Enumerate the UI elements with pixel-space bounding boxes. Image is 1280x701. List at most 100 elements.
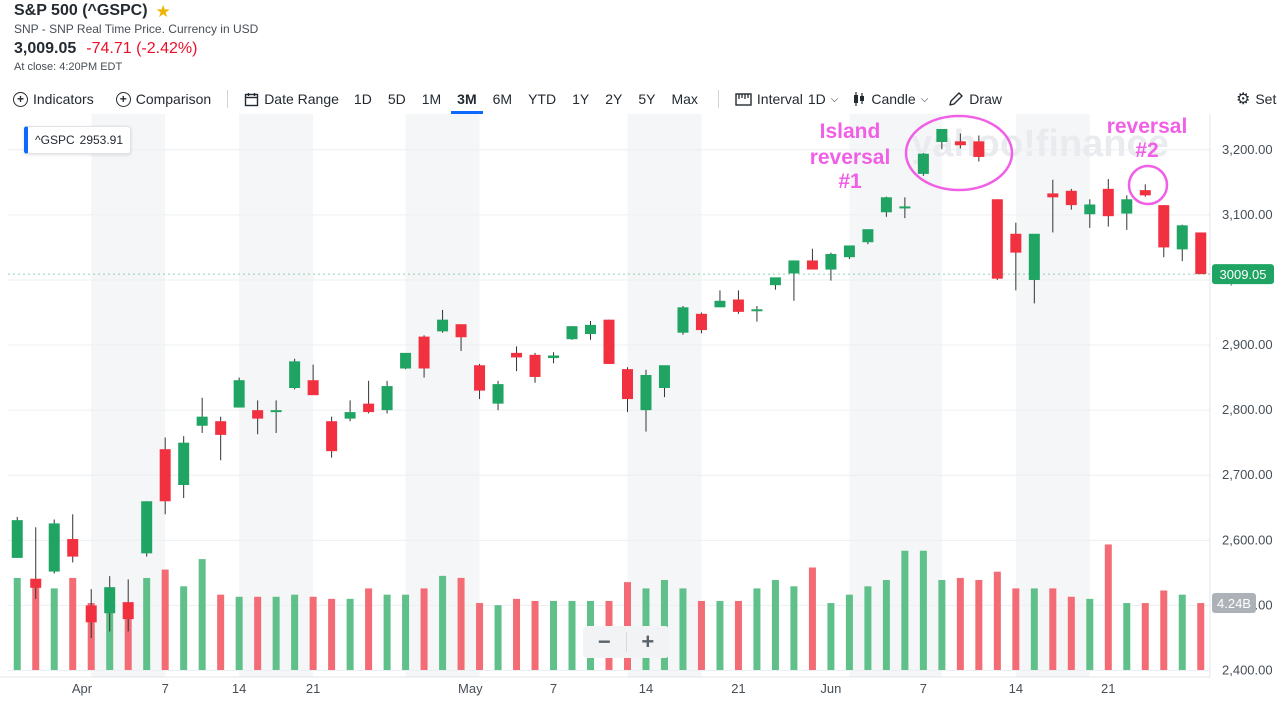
- chart-area[interactable]: yahoo!finance 2,400.002,500.002,600.002,…: [0, 114, 1280, 701]
- candle: [104, 576, 116, 632]
- symbol-legend[interactable]: ^GSPC 2953.91: [24, 126, 132, 154]
- candle-body: [418, 336, 430, 369]
- quote-price: 3,009.05: [14, 40, 77, 57]
- x-tick-label: 14: [232, 681, 246, 696]
- range-button-3m[interactable]: 3M: [449, 91, 484, 114]
- volume-bar: [956, 577, 964, 670]
- candle-body: [843, 245, 855, 258]
- candle-body: [991, 199, 1003, 279]
- candle: [695, 312, 707, 334]
- volume-tag-label: 4.24B: [1217, 596, 1251, 611]
- candle: [233, 377, 245, 408]
- quote-subtitle: SNP - SNP Real Time Price. Currency in U…: [14, 22, 259, 36]
- volume-bar: [919, 550, 927, 670]
- candle: [751, 306, 763, 322]
- volume-bar: [864, 586, 872, 670]
- annotation-text: Island: [820, 120, 881, 143]
- volume-bar: [383, 594, 391, 670]
- interval-button[interactable]: Interval 1D ⌵: [735, 91, 838, 107]
- quote-change: -74.71 (-2.42%): [86, 40, 198, 57]
- toolbar-divider: [717, 90, 719, 108]
- chart-type-button[interactable]: Candle ⌵: [852, 91, 928, 107]
- comparison-label: Comparison: [135, 91, 212, 107]
- candle-body: [1084, 204, 1096, 215]
- volume-bar: [790, 586, 798, 670]
- candle-body: [492, 384, 504, 404]
- candle-body: [511, 352, 523, 358]
- range-button-5d[interactable]: 5D: [387, 91, 406, 107]
- volume-bar: [827, 603, 835, 670]
- candle: [252, 400, 264, 435]
- candle-body: [307, 380, 319, 396]
- candle: [418, 335, 430, 378]
- candle: [400, 352, 412, 370]
- candle-body: [769, 277, 781, 286]
- candle-body: [954, 141, 966, 146]
- candle: [1139, 184, 1151, 197]
- volume-bar: [679, 588, 687, 670]
- date-range-button[interactable]: Date Range: [244, 91, 339, 107]
- range-button-ytd[interactable]: YTD: [528, 91, 557, 107]
- x-tick-label: May: [458, 681, 483, 696]
- comparison-button[interactable]: + Comparison: [115, 91, 212, 107]
- annotation-reversal-2: reversal#2: [1107, 115, 1188, 206]
- range-button-1y[interactable]: 1Y: [572, 91, 590, 107]
- candle-body: [621, 369, 633, 400]
- candle: [899, 197, 911, 219]
- range-button-max[interactable]: Max: [671, 91, 698, 107]
- quote-header: S&P 500 (^GSPC) ★ SNP - SNP Real Time Pr…: [14, 0, 258, 73]
- candle-body: [825, 253, 837, 270]
- week-band: [849, 114, 942, 677]
- range-button-1d[interactable]: 1D: [353, 91, 372, 107]
- volume-bar: [975, 580, 983, 670]
- candle-body: [862, 229, 874, 243]
- annotation-text: reversal: [1107, 115, 1188, 138]
- zoom-in-button[interactable]: +: [641, 629, 655, 654]
- volume-bar: [1178, 594, 1186, 670]
- volume-bar: [13, 577, 21, 670]
- candle-body: [917, 153, 929, 174]
- candle-body: [677, 307, 689, 333]
- range-button-5y[interactable]: 5Y: [638, 91, 656, 107]
- candle-body: [880, 197, 892, 213]
- zoom-out-button[interactable]: −: [597, 629, 611, 654]
- candle-body: [455, 324, 467, 338]
- candle: [714, 290, 726, 308]
- range-button-1m[interactable]: 1M: [421, 91, 442, 107]
- candle-body: [1195, 232, 1207, 275]
- candlestick-chart[interactable]: yahoo!finance 2,400.002,500.002,600.002,…: [0, 114, 1280, 696]
- plus-circle-icon: +: [13, 91, 28, 107]
- range-button-2y[interactable]: 2Y: [605, 91, 623, 107]
- volume-bar: [1012, 588, 1020, 670]
- candle: [178, 436, 190, 499]
- zoom-control: − +: [583, 626, 669, 658]
- x-tick-label: 14: [639, 681, 653, 696]
- candle-body: [122, 602, 134, 620]
- volume-bar: [235, 596, 243, 670]
- candle-body: [437, 319, 449, 332]
- candle-body: [48, 523, 60, 572]
- candle: [455, 324, 467, 351]
- y-tick-label: 2,800.00: [1222, 402, 1273, 417]
- annotation-text: #1: [838, 170, 862, 193]
- volume-bar: [32, 582, 40, 670]
- range-selector: 1D 5D 1M 3M 6M YTD 1Y 2Y 5Y Max: [346, 91, 706, 114]
- candle-body: [344, 412, 356, 419]
- candle: [621, 367, 633, 413]
- volume-bar: [439, 575, 447, 670]
- ruler-icon: [735, 92, 752, 106]
- settings-button[interactable]: ⚙ Set: [1236, 89, 1276, 109]
- volume-bar: [1067, 596, 1075, 670]
- candle: [122, 579, 134, 632]
- candle-body: [215, 421, 227, 435]
- volume-bar: [1197, 603, 1205, 670]
- indicators-button[interactable]: + Indicators: [13, 91, 94, 107]
- star-icon[interactable]: ★: [155, 1, 171, 21]
- toolbar-divider: [227, 90, 229, 108]
- plus-circle-icon: +: [115, 91, 131, 107]
- range-button-6m[interactable]: 6M: [492, 91, 513, 107]
- candle: [788, 260, 800, 301]
- indicators-label: Indicators: [33, 91, 94, 107]
- x-tick-label: 7: [162, 681, 169, 696]
- draw-button[interactable]: Draw: [948, 91, 1002, 107]
